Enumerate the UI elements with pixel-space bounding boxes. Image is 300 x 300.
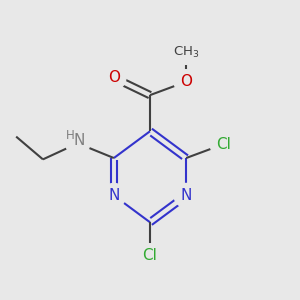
Circle shape xyxy=(176,42,197,63)
Circle shape xyxy=(174,184,198,208)
Text: H: H xyxy=(66,129,75,142)
Text: CH$_3$: CH$_3$ xyxy=(173,45,200,60)
Circle shape xyxy=(102,66,126,90)
Text: N: N xyxy=(74,133,85,148)
Text: N: N xyxy=(180,188,192,203)
Circle shape xyxy=(138,244,162,268)
Circle shape xyxy=(174,40,198,64)
Text: O: O xyxy=(180,74,192,89)
Circle shape xyxy=(210,133,234,157)
Text: N: N xyxy=(108,188,120,203)
Circle shape xyxy=(102,184,126,208)
Text: Cl: Cl xyxy=(216,137,231,152)
Circle shape xyxy=(174,70,198,94)
Text: O: O xyxy=(108,70,120,85)
Circle shape xyxy=(66,131,90,155)
Text: Cl: Cl xyxy=(142,248,158,263)
